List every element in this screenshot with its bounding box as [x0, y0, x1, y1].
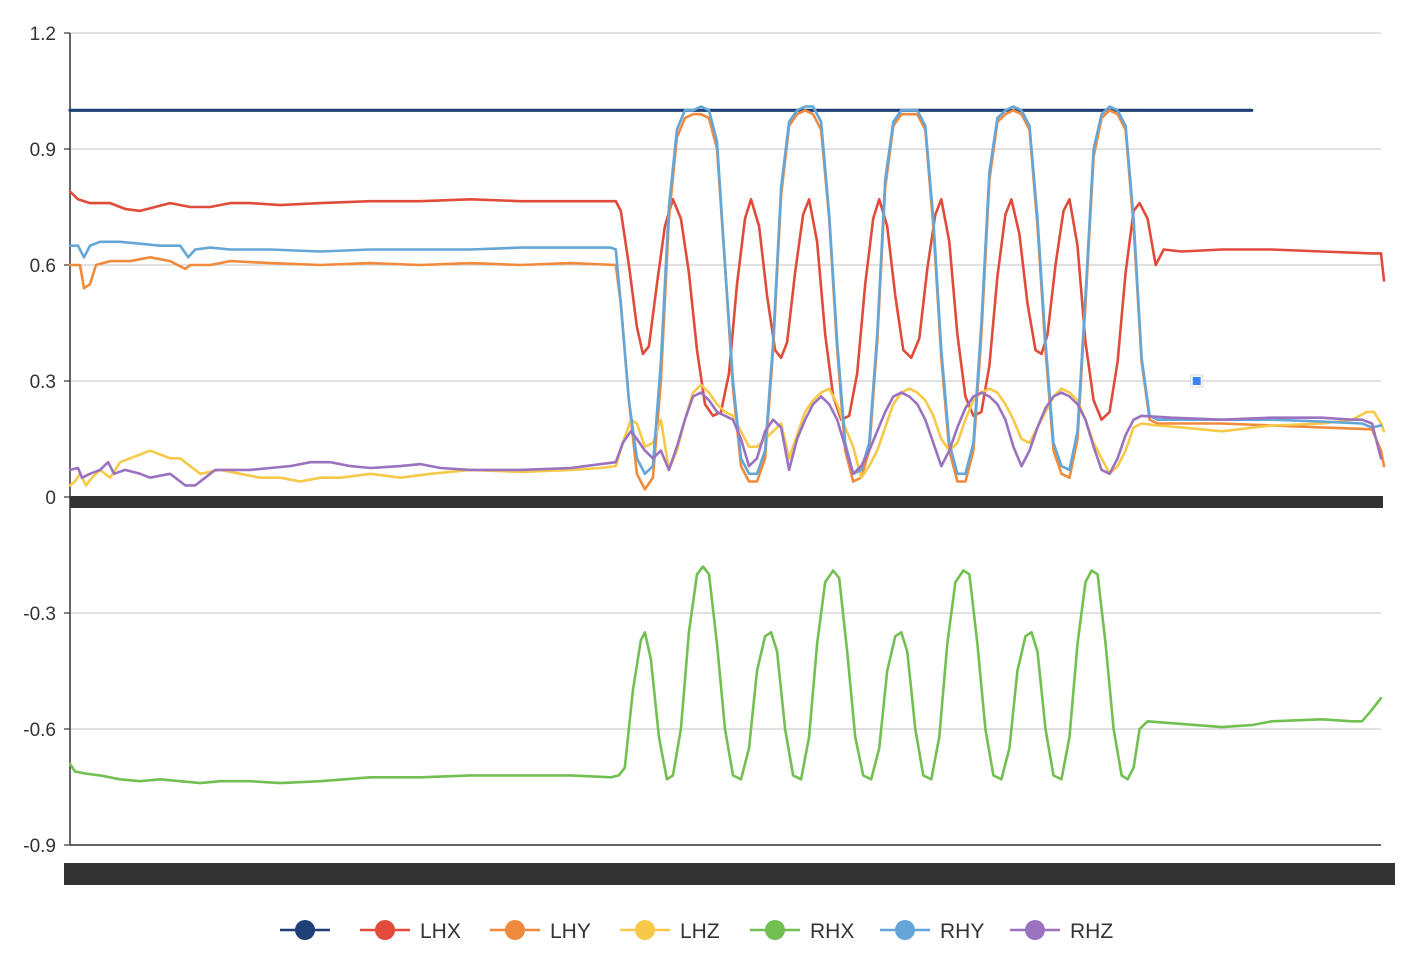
- legend-label: LHX: [420, 920, 461, 943]
- x-tick-labels-band: [64, 863, 1395, 885]
- legend-label: LHZ: [680, 920, 720, 943]
- legend-item-lhx[interactable]: LHX: [360, 920, 461, 943]
- y-tick-label: 0.3: [30, 372, 56, 393]
- legend-label: RHZ: [1070, 920, 1113, 943]
- x-axis-zero-line: [70, 496, 1383, 508]
- legend-dot: [1025, 920, 1045, 940]
- legend-dot: [295, 920, 315, 940]
- legend-item-lhy[interactable]: LHY: [490, 920, 591, 943]
- series-line-lhz: [68, 383, 1386, 487]
- zero-axis-band: [70, 496, 1383, 508]
- y-tick-label: 1.2: [30, 24, 56, 45]
- y-tick-label: -0.6: [23, 720, 56, 741]
- marker-square: [1192, 377, 1201, 385]
- series-line-rhx: [68, 565, 1383, 785]
- legend-item-rhy[interactable]: RHY: [880, 920, 984, 943]
- y-axis: 1.2 0.9 0.6 0.3 0 -0.3 -0.6 -0.9: [23, 24, 71, 857]
- legend-item-lhz[interactable]: LHZ: [620, 920, 720, 943]
- legend-dot: [375, 920, 395, 940]
- legend-dot: [895, 920, 915, 940]
- series-line-rhz: [68, 391, 1383, 487]
- legend-dot: [635, 920, 655, 940]
- legend-label: RHX: [810, 920, 854, 943]
- y-tick-label: 0.9: [30, 140, 56, 161]
- series-lines: [68, 105, 1386, 785]
- chart-markers: [1190, 374, 1204, 388]
- x-axis: [64, 844, 1395, 885]
- legend-label: LHY: [550, 920, 591, 943]
- legend-item-rhz[interactable]: RHZ: [1010, 920, 1113, 943]
- legend-dot: [765, 920, 785, 940]
- y-tick-label: 0.6: [30, 256, 56, 277]
- y-tick-label: 0: [45, 488, 56, 509]
- legend-item-reference[interactable]: [280, 920, 330, 940]
- legend-label: RHY: [940, 920, 984, 943]
- legend-dot: [505, 920, 525, 940]
- y-tick-label: -0.3: [23, 604, 56, 625]
- legend-item-rhx[interactable]: RHX: [750, 920, 854, 943]
- legend: LHX LHY LHZ RHX RHY RHZ: [280, 920, 1113, 943]
- y-tick-label: -0.9: [23, 836, 56, 857]
